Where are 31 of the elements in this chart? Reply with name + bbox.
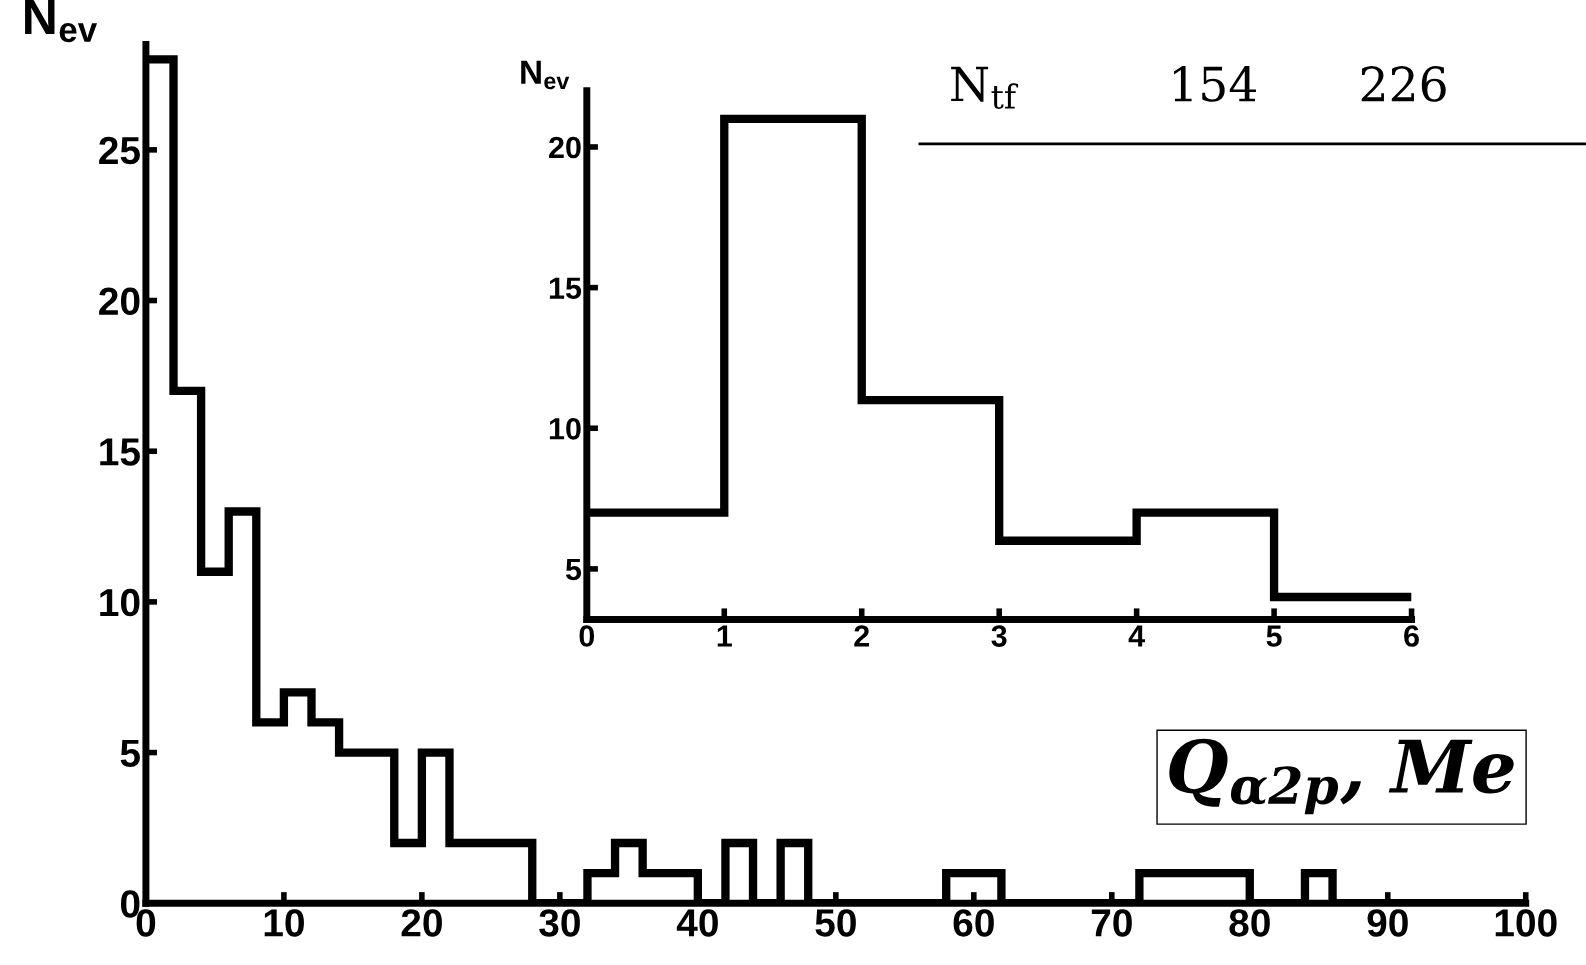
x-tick-label: 40 [676,909,718,937]
y-tick-label: 5 [565,558,582,581]
y-tick-label: 15 [549,277,582,299]
annotation: 154 [1173,66,1256,102]
y-tick-label: 10 [100,588,140,617]
y-tick-label: 20 [549,136,581,159]
x-tick-label: 1 [717,625,732,647]
x-tick-label: 60 [953,909,994,937]
x-tick-label: 20 [401,909,442,937]
y-tick-label: 15 [100,438,140,466]
y-axis-title: N$_{ev}$ [25,0,98,43]
x-tick-label: 4 [1128,625,1145,647]
annotation: N$_{tf}$ [951,66,1019,109]
x-tick-label: 2 [854,625,869,647]
y-tick-label: 10 [549,417,581,440]
x-tick-label: 80 [1229,909,1270,937]
annotation: 226 [1361,66,1446,102]
y-tick-label: 5 [120,739,140,768]
x-tick-label: 30 [539,909,580,937]
y-tick-label: 20 [99,287,140,316]
x-tick-label: 10 [264,909,304,937]
x-tick-label: 50 [815,909,856,937]
x-tick-label: 5 [1266,625,1282,647]
x-tick-label: 90 [1367,909,1408,937]
y-axis-title: N$_{ev}$ [521,60,570,90]
x-tick-label: 70 [1091,909,1132,937]
x-tick-label: 6 [1404,625,1419,647]
x-tick-label: 100 [1495,909,1557,937]
annotation: Q$_{α2p}$, Me [1169,738,1514,815]
y-tick-label: 25 [99,136,140,165]
x-tick-label: 3 [991,625,1007,647]
